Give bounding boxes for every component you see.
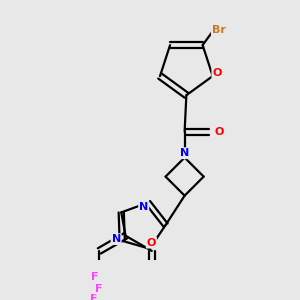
Text: Br: Br [212, 25, 226, 35]
Text: O: O [212, 68, 222, 79]
Text: N: N [139, 202, 148, 212]
Text: N: N [180, 148, 189, 158]
Text: N: N [112, 234, 121, 244]
Text: F: F [91, 272, 98, 282]
Text: F: F [95, 284, 103, 293]
Text: O: O [214, 127, 224, 136]
Text: F: F [90, 294, 98, 300]
Text: O: O [147, 238, 156, 248]
